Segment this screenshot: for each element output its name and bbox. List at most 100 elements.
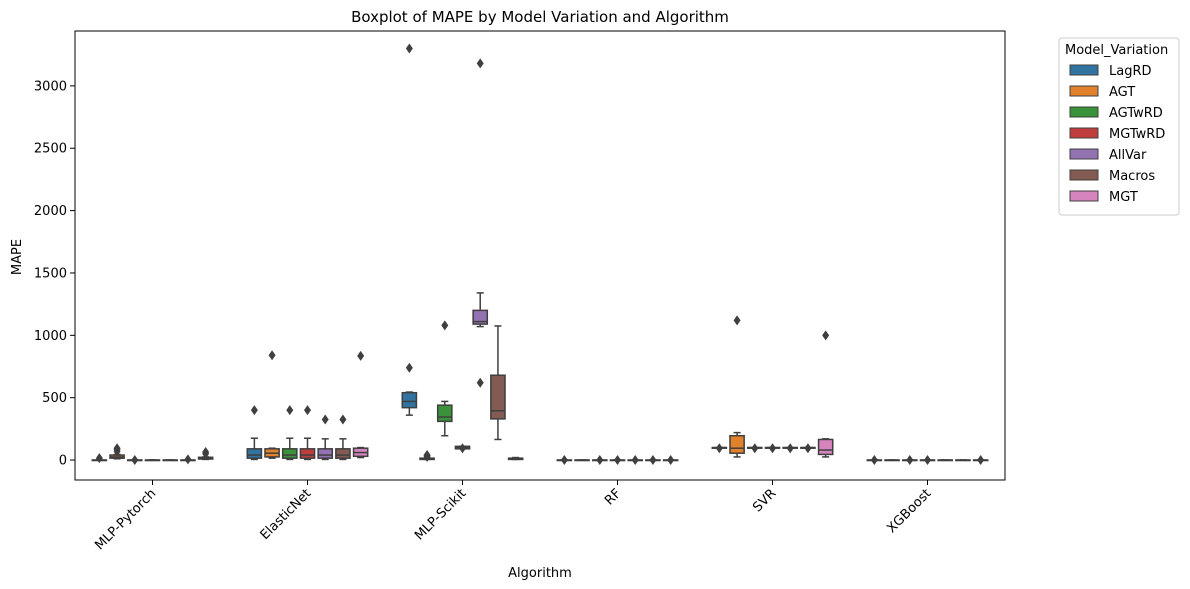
y-tick-label: 2000	[34, 204, 67, 219]
box-agtwrd-xgboost	[901, 455, 918, 466]
box-mgt-rf	[662, 455, 679, 466]
legend-swatch-mgtwrd	[1069, 127, 1099, 139]
outlier-point	[715, 443, 723, 454]
outlier-point	[786, 443, 794, 454]
outlier-point	[733, 315, 741, 326]
box-mgtwrd-svr	[764, 443, 781, 454]
box-mgt-svr	[817, 330, 834, 458]
box-agtwrd-svr	[746, 443, 763, 454]
outlier-point	[113, 443, 121, 454]
box-allvar-elasticnet	[317, 414, 334, 461]
y-tick-label: 1500	[34, 266, 67, 281]
legend-label-mgtwrd: MGTwRD	[1109, 127, 1165, 142]
box-agtwrd-mlp-pytorch	[126, 455, 143, 466]
y-tick-label: 1000	[34, 329, 67, 344]
legend-title: Model_Variation	[1065, 43, 1168, 58]
outlier-point	[560, 455, 568, 466]
box-macros-xgboost	[955, 459, 971, 462]
box-lagrd-mlp-pytorch	[91, 453, 108, 464]
outlier-point	[924, 455, 931, 466]
box-body	[472, 309, 489, 325]
outlier-point	[250, 405, 258, 416]
legend-swatch-allvar	[1069, 148, 1099, 160]
box-lagrd-mlp-scikit	[401, 43, 418, 416]
box-mgtwrd-elasticnet	[299, 405, 316, 461]
box-agt-rf	[574, 459, 590, 462]
outlier-point	[321, 414, 329, 425]
y-tick-label: 500	[42, 391, 67, 406]
box-body	[817, 438, 834, 456]
outlier-point	[476, 58, 484, 69]
box-body	[317, 448, 334, 459]
box-body	[246, 448, 263, 459]
legend-swatch-macros	[1069, 169, 1099, 181]
box-macros-elasticnet	[335, 414, 351, 461]
plot-area	[91, 43, 989, 466]
outlier-point	[405, 362, 413, 373]
outlier-point	[870, 455, 878, 466]
box-agt-mlp-scikit	[419, 450, 435, 462]
legend-label-agt: AGT	[1109, 85, 1135, 100]
outlier-point	[596, 455, 604, 466]
x-tick-label: MLP-Scikit	[412, 486, 469, 543]
outlier-point	[804, 443, 812, 454]
box-mgtwrd-rf	[609, 455, 626, 466]
box-agt-svr	[729, 315, 745, 458]
outlier-point	[476, 377, 484, 388]
y-tick-label: 0	[59, 454, 67, 469]
box-allvar-mlp-pytorch	[162, 459, 179, 462]
outlier-point	[405, 43, 413, 54]
x-axis-label: Algorithm	[508, 566, 572, 581]
box-body	[490, 374, 506, 420]
box-mgtwrd-mlp-pytorch	[144, 459, 161, 462]
box-agtwrd-elasticnet	[281, 405, 298, 461]
axes: 0 500 1000 1500 2000 2500 3000 MLP-Pytorch Elast…	[34, 30, 1006, 553]
outlier-point	[649, 455, 657, 466]
box-mgt-mlp-scikit	[507, 456, 524, 461]
box-macros-rf	[645, 455, 661, 466]
outlier-point	[339, 414, 347, 425]
box-mgtwrd-mlp-scikit	[454, 443, 471, 454]
box-body	[299, 448, 316, 459]
outlier-point	[769, 443, 776, 454]
legend-label-agtwrd: AGTwRD	[1109, 106, 1163, 121]
legend-label-macros: Macros	[1109, 169, 1155, 184]
box-lagrd-rf	[556, 455, 573, 466]
legend-swatch-agtwrd	[1069, 106, 1099, 118]
box-agtwrd-rf	[591, 455, 608, 466]
plot-frame	[74, 30, 1006, 481]
outlier-point	[441, 320, 449, 331]
legend-swatch-mgt	[1069, 190, 1099, 202]
box-mgt-elasticnet	[352, 350, 369, 459]
x-tick-label: ElasticNet	[258, 486, 315, 543]
box-mgt-mlp-pytorch	[197, 446, 214, 461]
chart-title: Boxplot of MAPE by Model Variation and A…	[351, 8, 729, 26]
y-axis-label: MAPE	[10, 239, 25, 275]
box-mgtwrd-xgboost	[919, 455, 936, 466]
box-lagrd-xgboost	[866, 455, 883, 466]
legend-swatch-agt	[1069, 85, 1099, 97]
x-tick-label: RF	[602, 486, 624, 508]
x-tick-label: MLP-Pytorch	[92, 486, 159, 553]
outlier-point	[667, 455, 675, 466]
outlier-point	[423, 450, 431, 461]
outlier-point	[357, 350, 365, 361]
box-lagrd-svr	[711, 443, 728, 454]
box-mgt-xgboost	[972, 455, 989, 466]
outlier-point	[631, 455, 639, 466]
outlier-point	[286, 405, 294, 416]
box-agt-mlp-pytorch	[109, 443, 125, 460]
legend-label-mgt: MGT	[1109, 190, 1138, 205]
box-body	[729, 434, 745, 454]
x-tick-label: SVR	[750, 486, 779, 515]
outlier-point	[184, 454, 192, 465]
outlier-point	[304, 405, 311, 416]
legend-label-allvar: AllVar	[1109, 148, 1147, 163]
legend-label-lagrd: LagRD	[1109, 64, 1152, 79]
box-body	[401, 391, 418, 409]
outlier-point	[977, 455, 985, 466]
box-allvar-xgboost	[937, 459, 954, 462]
outlier-point	[822, 330, 830, 341]
outlier-point	[459, 443, 466, 454]
box-agtwrd-mlp-scikit	[436, 320, 453, 437]
